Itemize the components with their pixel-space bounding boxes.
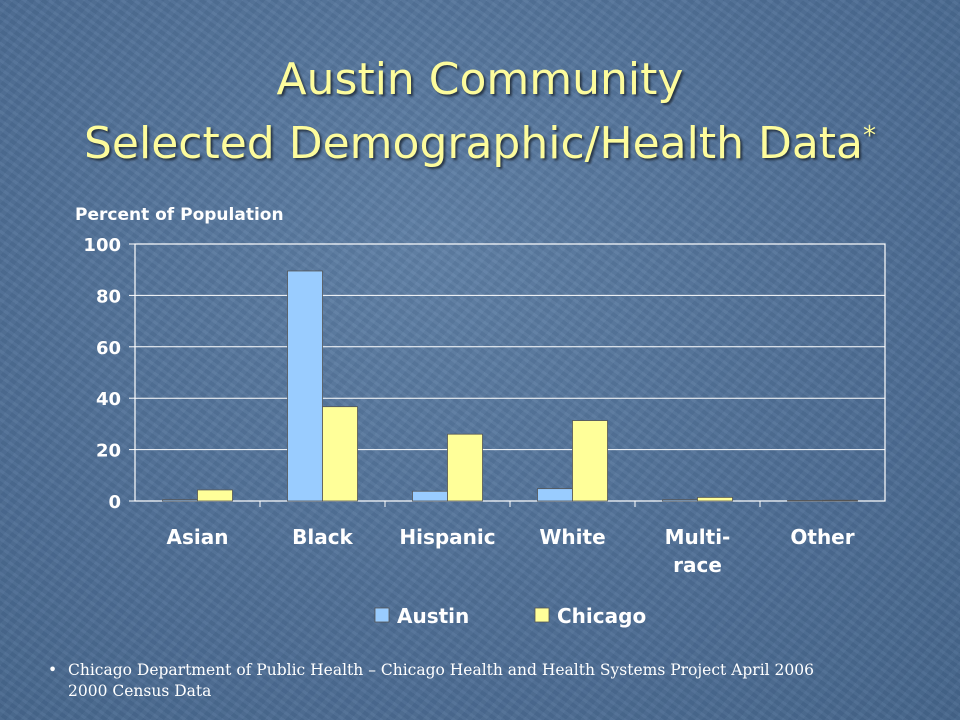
footnote: • Chicago Department of Public Health – … <box>48 660 928 702</box>
bar-chart: 0 20 40 60 80 100 Percent of Population Asian Bl… <box>75 205 886 628</box>
legend-swatch-austin <box>374 607 390 623</box>
legend-label-austin: Austin <box>397 604 469 628</box>
plot-area <box>134 243 886 502</box>
y-tick-label: 60 <box>96 338 121 359</box>
bar-austin <box>162 499 198 502</box>
bar-austin <box>787 500 823 502</box>
bar-chicago <box>322 406 358 502</box>
slide-title: Austin Community Selected Demographic/He… <box>0 52 960 172</box>
legend-swatch-chicago <box>534 607 550 623</box>
y-axis-label: Percent of Population <box>75 205 284 225</box>
bar-chicago <box>697 497 733 502</box>
y-tick-label: 20 <box>96 441 121 462</box>
x-category-label: race <box>673 553 722 577</box>
x-category-label: Multi- <box>665 525 731 549</box>
x-category-label: White <box>539 525 605 549</box>
footnote-source-line: Chicago Department of Public Health – Ch… <box>68 661 815 679</box>
y-tick-label: 0 <box>108 492 121 513</box>
footnote-bullet: • <box>48 661 58 679</box>
x-category-label: Other <box>790 525 854 549</box>
legend-label-chicago: Chicago <box>557 604 646 628</box>
title-line-2-text: Selected Demographic/Health Data <box>83 118 864 169</box>
y-tick-label: 100 <box>83 235 121 256</box>
bar-chicago <box>197 489 233 502</box>
bar-austin <box>412 490 448 502</box>
title-line-1: Austin Community <box>276 54 684 105</box>
x-category-label: Asian <box>167 525 229 549</box>
title-asterisk: * <box>863 121 877 151</box>
bar-austin <box>537 488 573 502</box>
bar-austin <box>662 499 698 502</box>
y-tick-label: 40 <box>96 389 121 410</box>
x-category-label: Black <box>292 525 353 549</box>
bar-austin <box>287 270 323 502</box>
y-tick-label: 80 <box>96 286 121 307</box>
title-line-2: Selected Demographic/Health Data* <box>0 108 960 172</box>
footnote-census-line: 2000 Census Data <box>68 682 212 700</box>
bar-chicago <box>822 499 858 502</box>
x-category-label: Hispanic <box>399 525 495 549</box>
bar-chicago <box>572 420 608 502</box>
bar-chicago <box>447 433 483 502</box>
